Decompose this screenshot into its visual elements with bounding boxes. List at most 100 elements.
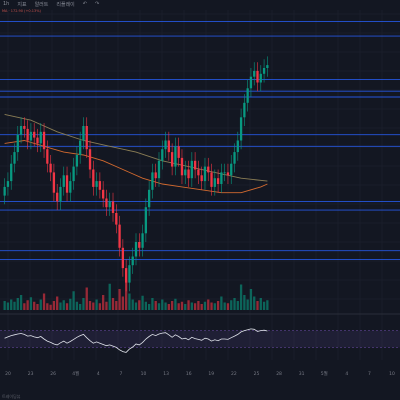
volume-bar	[39, 299, 42, 310]
x-tick-label: 22	[231, 371, 237, 377]
volume-bar	[249, 289, 253, 310]
volume-bar	[65, 303, 69, 310]
volume-bar	[236, 301, 239, 310]
volume-bar	[187, 300, 190, 310]
replay-button[interactable]: 리플레이	[56, 1, 75, 8]
toolbar: 1h 지표 알러트 리플레이 ↶ ↷	[0, 0, 400, 8]
candle-body	[246, 88, 249, 103]
volume-bar	[253, 296, 256, 310]
candle-body	[141, 233, 144, 248]
candle-body	[236, 140, 239, 153]
candle-body	[95, 181, 98, 187]
volume-bar	[108, 283, 111, 310]
x-tick-label: 16	[186, 371, 192, 377]
x-tick-label: 5월	[321, 370, 328, 377]
undo-icon[interactable]: ↶	[82, 1, 87, 7]
candle-body	[29, 131, 33, 141]
volume-bar	[151, 298, 154, 310]
candle-body	[26, 128, 29, 141]
volume-bar	[10, 299, 13, 310]
volume-bar	[210, 302, 213, 310]
candle-body	[233, 152, 236, 164]
horizontal-levels	[0, 21, 400, 260]
volume-bar	[134, 302, 138, 310]
candle-body	[226, 172, 230, 176]
candle-body	[147, 189, 151, 208]
candle-body	[115, 213, 118, 225]
volume-bar	[16, 298, 19, 310]
volume-bar	[243, 295, 246, 310]
volume-bar	[180, 301, 184, 310]
indicators-button[interactable]: 지표	[17, 1, 27, 8]
x-tick-label: 19	[208, 371, 214, 377]
volume-bar	[203, 301, 207, 310]
candle-body	[239, 117, 243, 141]
candle-body	[10, 163, 13, 182]
volume-bar	[200, 304, 203, 310]
redo-icon[interactable]: ↷	[94, 1, 100, 7]
x-tick-label: 28	[276, 371, 282, 377]
volume-bar	[223, 302, 226, 310]
candle-body	[197, 169, 200, 176]
volume-bar	[59, 302, 62, 310]
volume-bar	[102, 295, 105, 310]
volume-bars	[3, 280, 269, 310]
volume-bar	[118, 289, 121, 310]
rsi-pane	[0, 328, 400, 353]
volume-bar	[190, 302, 193, 310]
candle-body	[19, 126, 23, 135]
candle-body	[210, 172, 213, 187]
candle-body	[161, 149, 164, 161]
candle-body	[253, 70, 256, 77]
candle-body	[131, 256, 134, 266]
candle-body	[216, 178, 220, 184]
rsi-line	[4, 328, 268, 353]
candle-body	[108, 201, 111, 208]
volume-bar	[262, 301, 266, 310]
volume-bar	[161, 299, 164, 310]
candle-body	[266, 65, 269, 68]
ma-fast-line	[4, 140, 268, 194]
candle-body	[36, 137, 39, 144]
volume-bar	[36, 304, 39, 310]
volume-bar	[266, 300, 269, 310]
candle-body	[154, 172, 157, 179]
volume-bar	[105, 301, 108, 310]
ma-slow-line	[4, 113, 268, 182]
footer-label: 트레이딩뷰	[2, 394, 21, 399]
volume-bar	[177, 303, 180, 310]
volume-bar	[42, 293, 46, 310]
candle-body	[92, 169, 95, 187]
volume-bar	[29, 297, 33, 310]
volume-bar	[154, 301, 157, 310]
candle-body	[105, 198, 108, 208]
volume-bar	[33, 301, 36, 310]
x-tick-label: 4	[97, 371, 100, 377]
interval-selector[interactable]: 1h	[3, 1, 10, 7]
candle-body	[174, 146, 177, 167]
candle-body	[65, 175, 69, 193]
candle-body	[59, 186, 62, 202]
volume-bar	[207, 299, 210, 310]
volume-bar	[69, 298, 72, 310]
candle-body	[3, 186, 6, 196]
candle-body	[121, 247, 125, 269]
candle-body	[213, 178, 216, 187]
alert-button[interactable]: 알러트	[34, 1, 49, 8]
candle-body	[230, 163, 233, 176]
candle-body	[200, 175, 203, 182]
volume-bar	[128, 293, 131, 310]
candle-body	[118, 224, 121, 248]
candle-body	[144, 207, 148, 234]
x-axis: 20 23 26 4월 4 7 10 13 16 19 22 25 28 31 5월 4 7 10	[5, 370, 395, 377]
candle-body	[138, 242, 141, 248]
volume-bar	[3, 301, 6, 310]
volume-bar	[226, 303, 230, 310]
volume-bar	[23, 303, 26, 310]
volume-bar	[121, 296, 125, 310]
x-tick-label: 4	[345, 371, 348, 377]
candle-body	[207, 166, 210, 173]
x-tick-label: 4월	[72, 370, 79, 377]
candle-body	[187, 169, 190, 179]
